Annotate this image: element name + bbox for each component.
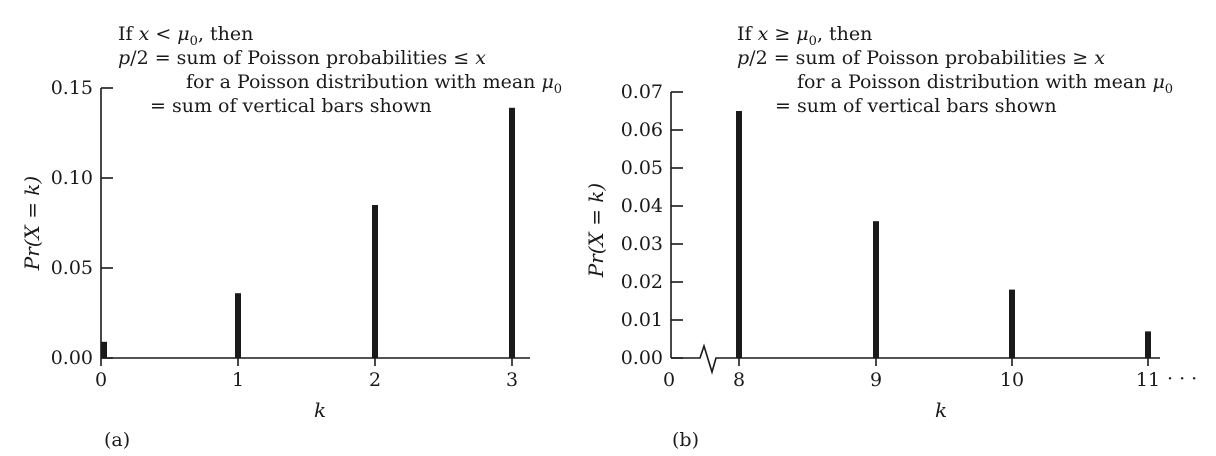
x-tick-label-a: 0 bbox=[95, 369, 107, 391]
y-tick-label-b: 0.05 bbox=[621, 157, 663, 179]
x-axis-label-a: k bbox=[314, 398, 326, 422]
chart-panel-a: If x < μ0, then p/2 = sum of Poisson pro… bbox=[20, 23, 562, 451]
bar-a-k0 bbox=[101, 341, 107, 358]
y-tick-label-a: 0.05 bbox=[51, 257, 93, 279]
bars-b bbox=[736, 111, 1151, 358]
bar-b-k10 bbox=[1009, 289, 1015, 358]
x-tick-label-a: 2 bbox=[369, 369, 381, 391]
annotation-b-line4: = sum of vertical bars shown bbox=[775, 95, 1057, 117]
x-tick-label-a: 3 bbox=[506, 369, 518, 391]
y-tick-label-a: 0.15 bbox=[51, 77, 93, 99]
y-ticks-b: 0.00 0.01 0.02 0.03 0.04 0.05 0.06 0.07 bbox=[621, 81, 683, 369]
y-axis-label-a: Pr(X = k) bbox=[20, 176, 44, 271]
bar-a-k3 bbox=[509, 107, 515, 358]
annotation-a-line2: p/2 = sum of Poisson probabilities ≤ x bbox=[118, 47, 486, 69]
annotation-a-line3: for a Poisson distribution with mean μ0 bbox=[186, 71, 562, 97]
bar-b-k8 bbox=[736, 111, 742, 358]
x-tick-label-b: 9 bbox=[870, 369, 882, 391]
y-ticks-a: 0.00 0.05 0.10 0.15 bbox=[51, 77, 113, 369]
bars-a bbox=[101, 107, 515, 358]
annotation-b-line3: for a Poisson distribution with mean μ0 bbox=[797, 71, 1173, 97]
y-tick-label-b: 0.04 bbox=[621, 195, 663, 217]
annotation-a-line4: = sum of vertical bars shown bbox=[150, 95, 432, 117]
x-tick-label-b: 0 bbox=[663, 369, 675, 391]
x-axis-label-b: k bbox=[935, 398, 947, 422]
x-tick-label-b: 10 bbox=[1000, 369, 1024, 391]
annotation-a: If x < μ0, then p/2 = sum of Poisson pro… bbox=[118, 23, 562, 117]
y-tick-label-b: 0.00 bbox=[621, 347, 663, 369]
y-axis-label-b: Pr(X = k) bbox=[584, 183, 608, 278]
annotation-b-line2: p/2 = sum of Poisson probabilities ≥ x bbox=[737, 47, 1105, 69]
y-tick-label-b: 0.01 bbox=[621, 309, 663, 331]
annotation-a-line1: If x < μ0, then bbox=[118, 23, 253, 49]
y-tick-label-b: 0.03 bbox=[621, 233, 663, 255]
annotation-b: If x ≥ μ0, then p/2 = sum of Poisson pro… bbox=[737, 23, 1173, 117]
panel-label-b: (b) bbox=[672, 429, 699, 451]
bar-a-k2 bbox=[372, 205, 378, 358]
bar-a-k1 bbox=[235, 293, 241, 358]
bar-b-k9 bbox=[873, 221, 879, 358]
x-tick-label-a: 1 bbox=[232, 369, 244, 391]
y-tick-label-b: 0.07 bbox=[621, 81, 663, 103]
y-tick-label-a: 0.00 bbox=[51, 347, 93, 369]
x-axis-b-with-break bbox=[671, 343, 1160, 375]
x-ticks-a: 0 1 2 3 bbox=[95, 358, 518, 391]
bar-b-k11 bbox=[1145, 331, 1151, 358]
chart-panel-b: If x ≥ μ0, then p/2 = sum of Poisson pro… bbox=[584, 23, 1197, 451]
panel-label-a: (a) bbox=[104, 429, 130, 451]
x-tick-label-b: 8 bbox=[733, 369, 745, 391]
x-ticks-b: 0 8 9 10 11 bbox=[663, 358, 1160, 391]
annotation-b-line1: If x ≥ μ0, then bbox=[737, 23, 872, 49]
ellipsis: · · · bbox=[1167, 368, 1197, 390]
y-tick-label-b: 0.02 bbox=[621, 271, 663, 293]
y-tick-label-a: 0.10 bbox=[51, 167, 93, 189]
x-tick-label-b: 11 bbox=[1136, 369, 1160, 391]
y-tick-label-b: 0.06 bbox=[621, 119, 663, 141]
